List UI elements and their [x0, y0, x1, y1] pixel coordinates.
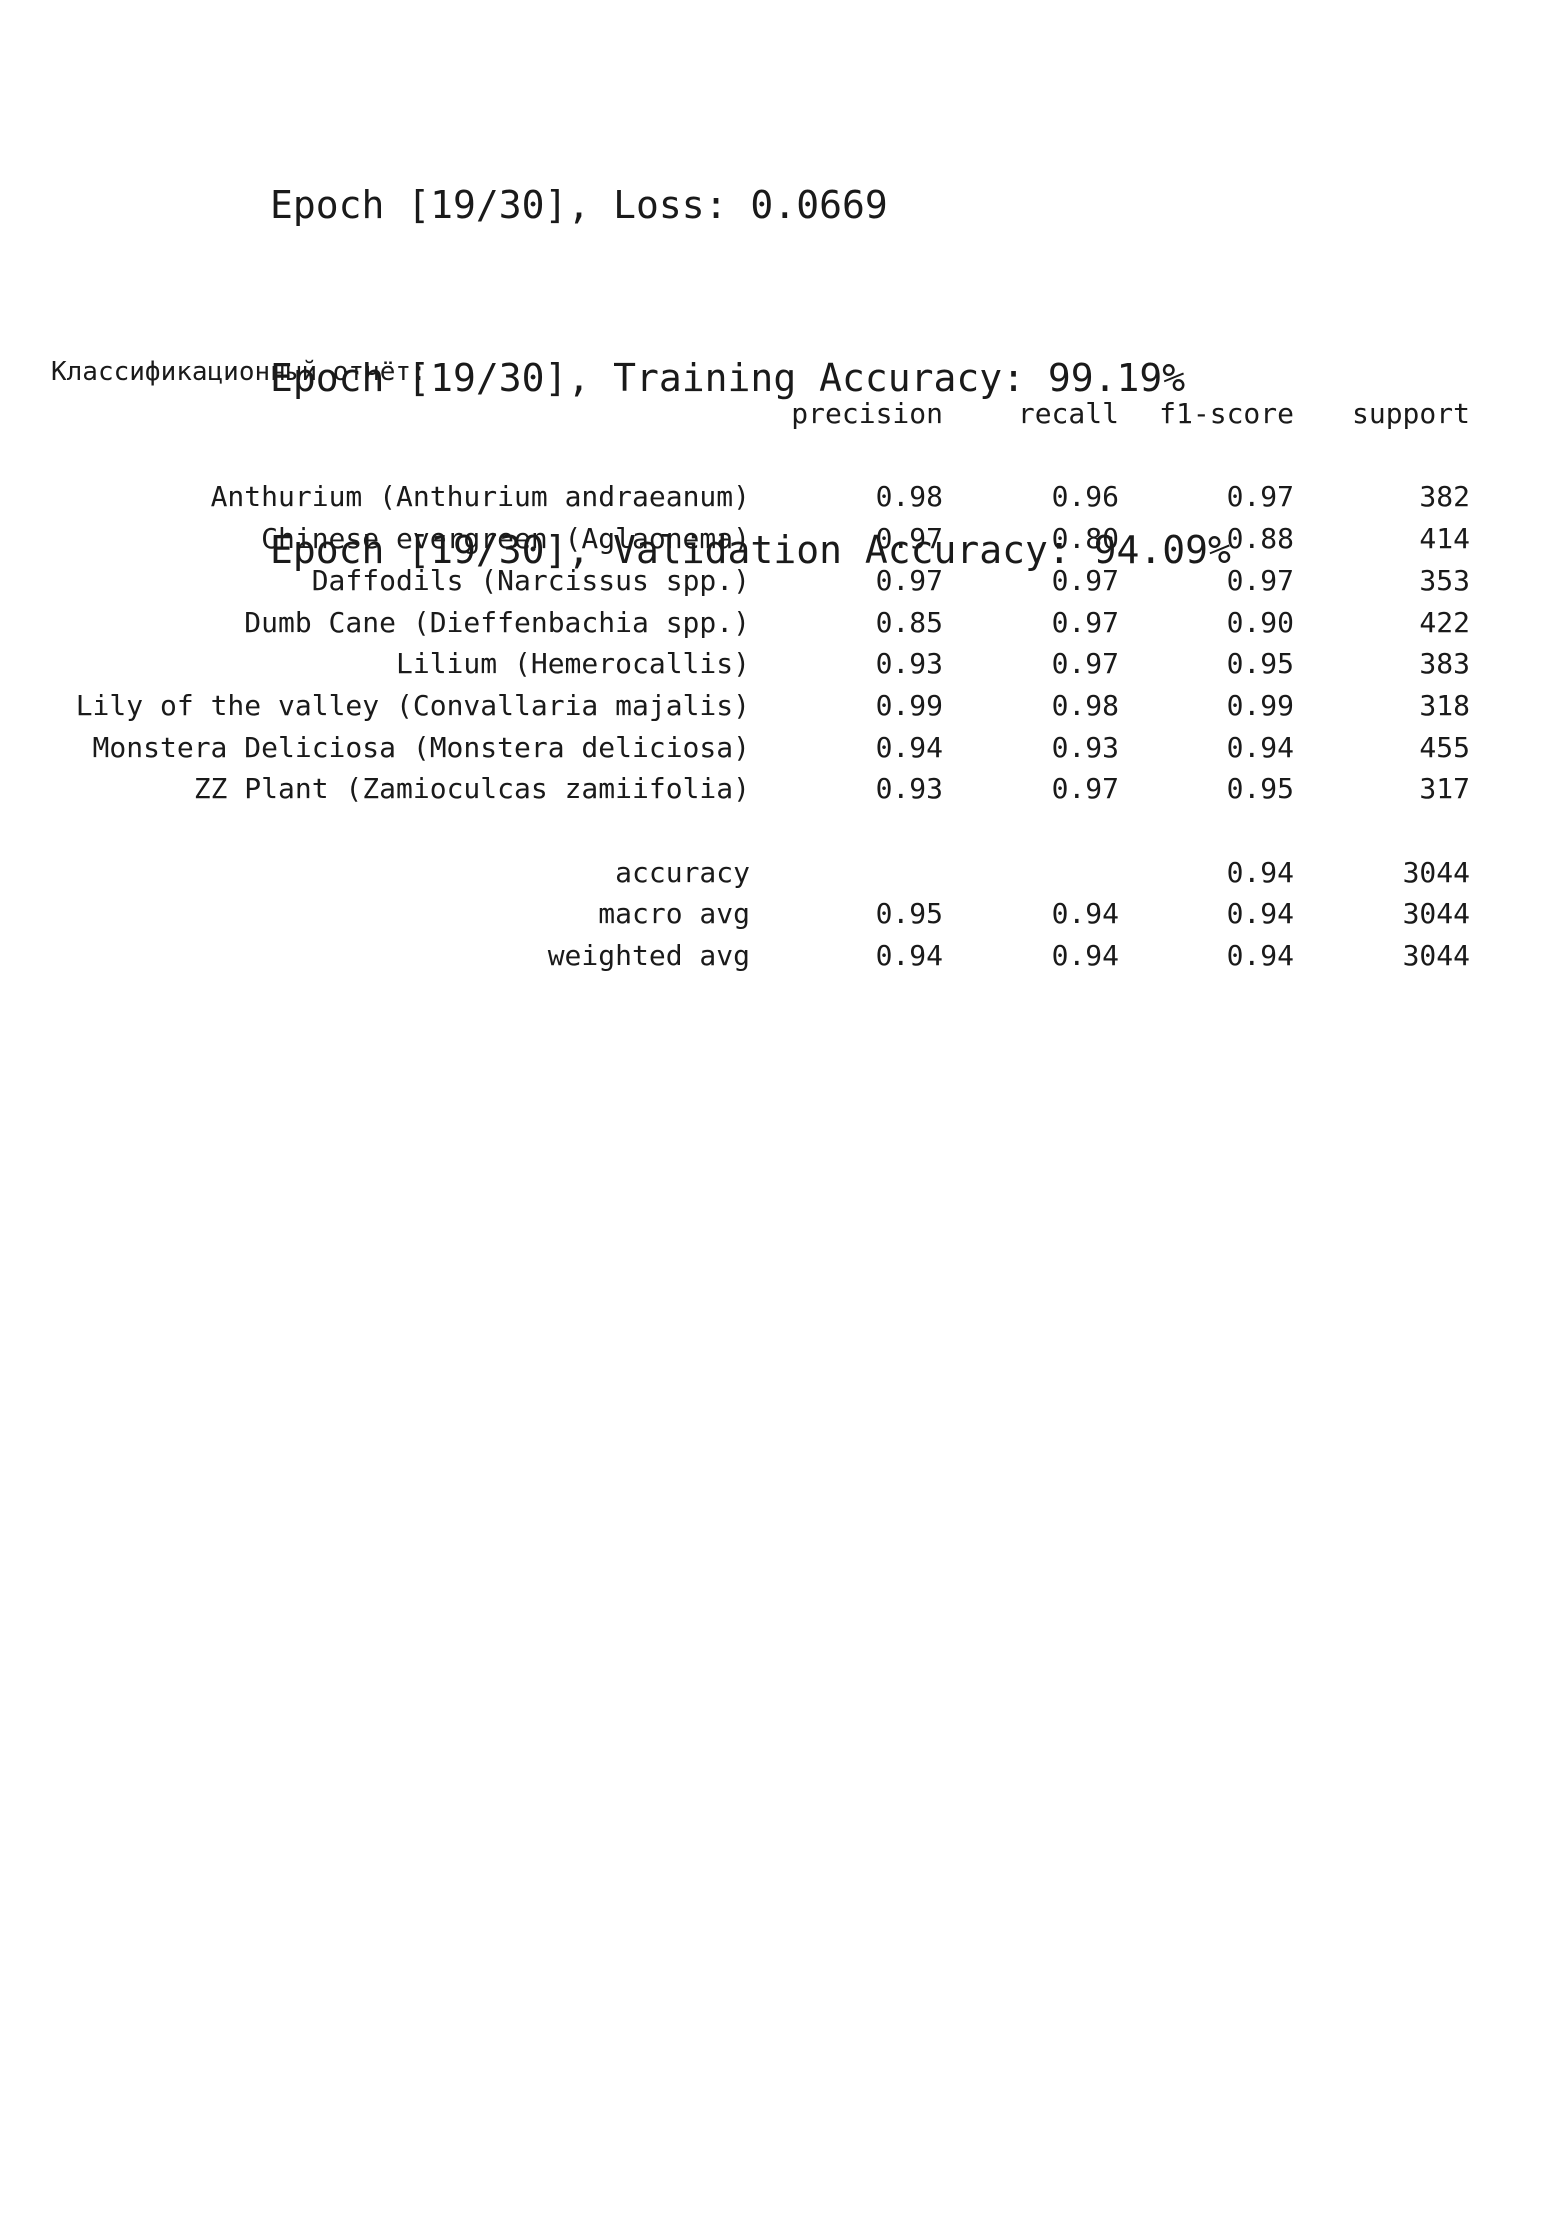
row-label: Anthurium (Anthurium andraeanum) — [210, 480, 750, 513]
row-recall: 0.97 — [1051, 772, 1119, 805]
summary-precision: 0.94 — [875, 939, 943, 972]
report-title: Классификационный отчёт: — [51, 357, 427, 387]
row-label: Dumb Cane (Dieffenbachia spp.) — [244, 606, 750, 639]
row-support: 422 — [1419, 606, 1470, 639]
summary-f1: 0.94 — [1226, 856, 1294, 889]
summary-f1: 0.94 — [1226, 897, 1294, 930]
row-recall: 0.97 — [1051, 564, 1119, 597]
row-label: ZZ Plant (Zamioculcas zamiifolia) — [193, 772, 750, 805]
row-precision: 0.93 — [875, 647, 943, 680]
summary-recall: 0.94 — [1051, 897, 1119, 930]
summary-support: 3044 — [1402, 939, 1470, 972]
header-recall: recall — [1017, 397, 1119, 430]
row-label: Lilium (Hemerocallis) — [395, 647, 750, 680]
row-label: Lily of the valley (Convallaria majalis) — [75, 689, 750, 722]
row-precision: 0.97 — [875, 522, 943, 555]
row-f1: 0.94 — [1226, 731, 1294, 764]
row-f1: 0.95 — [1226, 647, 1294, 680]
row-precision: 0.99 — [875, 689, 943, 722]
epoch-log: Epoch [19/30], Loss: 0.0669 Epoch [19/30… — [270, 62, 1231, 637]
row-support: 382 — [1419, 480, 1470, 513]
row-support: 455 — [1419, 731, 1470, 764]
row-label: Chinese evergreen (Aglaonema) — [261, 522, 750, 555]
classification-report: Классификационный отчёт: precision recal… — [51, 357, 1470, 972]
row-recall: 0.97 — [1051, 647, 1119, 680]
row-recall: 0.93 — [1051, 731, 1119, 764]
row-f1: 0.97 — [1226, 564, 1294, 597]
summary-label: weighted avg — [547, 939, 750, 972]
row-recall: 0.98 — [1051, 689, 1119, 722]
row-recall: 0.97 — [1051, 606, 1119, 639]
row-f1: 0.99 — [1226, 689, 1294, 722]
row-support: 317 — [1419, 772, 1470, 805]
summary-support: 3044 — [1402, 897, 1470, 930]
epoch-loss-line: Epoch [19/30], Loss: 0.0669 — [270, 183, 888, 227]
header-f1-score: f1-score — [1159, 397, 1294, 430]
row-recall: 0.96 — [1051, 480, 1119, 513]
row-label: Monstera Deliciosa (Monstera deliciosa) — [92, 731, 750, 764]
header-precision: precision — [791, 397, 943, 430]
epoch-training-accuracy-line: Epoch [19/30], Training Accuracy: 99.19% — [270, 355, 1186, 400]
row-label: Daffodils (Narcissus spp.) — [311, 564, 750, 597]
row-support: 414 — [1419, 522, 1470, 555]
summary-label: accuracy — [615, 856, 750, 889]
row-f1: 0.88 — [1226, 522, 1294, 555]
row-precision: 0.98 — [875, 480, 943, 513]
row-precision: 0.97 — [875, 564, 943, 597]
row-f1: 0.97 — [1226, 480, 1294, 513]
summary-support: 3044 — [1402, 856, 1470, 889]
row-precision: 0.94 — [875, 731, 943, 764]
summary-f1: 0.94 — [1226, 939, 1294, 972]
row-support: 353 — [1419, 564, 1470, 597]
epoch-validation-accuracy-line: Epoch [19/30], Validation Accuracy: 94.0… — [270, 528, 1231, 572]
row-f1: 0.90 — [1226, 606, 1294, 639]
row-recall: 0.80 — [1051, 522, 1119, 555]
summary-precision: 0.95 — [875, 897, 943, 930]
row-precision: 0.93 — [875, 772, 943, 805]
summary-label: macro avg — [598, 897, 750, 930]
row-support: 318 — [1419, 689, 1470, 722]
row-support: 383 — [1419, 647, 1470, 680]
row-precision: 0.85 — [875, 606, 943, 639]
header-support: support — [1351, 397, 1470, 430]
summary-recall: 0.94 — [1051, 939, 1119, 972]
row-f1: 0.95 — [1226, 772, 1294, 805]
